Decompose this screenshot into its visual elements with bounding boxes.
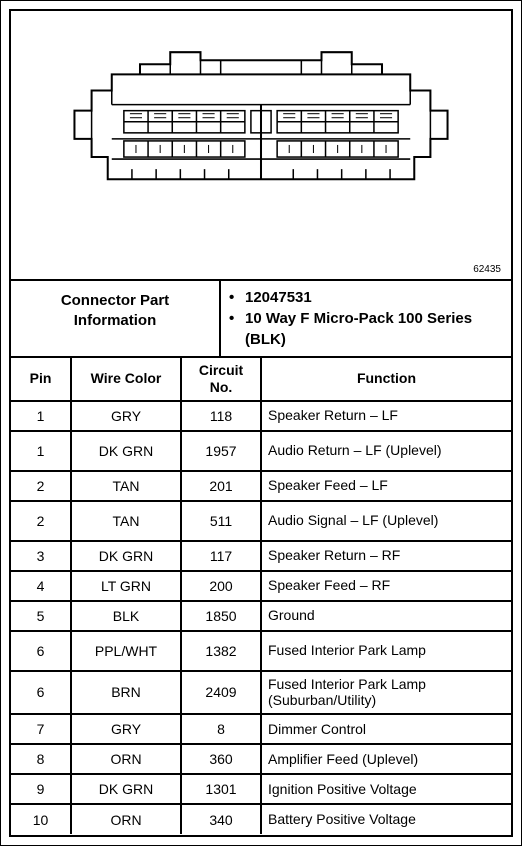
- table-row: 3DK GRN117Speaker Return – RF: [11, 541, 511, 571]
- table-row: 1DK GRN1957Audio Return – LF (Uplevel): [11, 431, 511, 471]
- cell-wire-color: ORN: [71, 744, 181, 774]
- table-row: 10ORN340Battery Positive Voltage: [11, 804, 511, 834]
- table-row: 7GRY8Dimmer Control: [11, 714, 511, 744]
- table-row: 1GRY118Speaker Return – LF: [11, 401, 511, 431]
- cell-function: Speaker Feed – LF: [261, 471, 511, 501]
- cell-circuit-no: 360: [181, 744, 261, 774]
- connector-drawing: [19, 27, 503, 275]
- cell-function: Ground: [261, 601, 511, 631]
- table-row: 5BLK1850Ground: [11, 601, 511, 631]
- table-row: 2TAN511Audio Signal – LF (Uplevel): [11, 501, 511, 541]
- cell-function: Audio Signal – LF (Uplevel): [261, 501, 511, 541]
- cell-pin: 8: [11, 744, 71, 774]
- cell-function: Amplifier Feed (Uplevel): [261, 744, 511, 774]
- cell-pin: 5: [11, 601, 71, 631]
- cell-pin: 10: [11, 804, 71, 834]
- sheet: 62435 Connector Part Information • 12047…: [9, 9, 513, 837]
- cell-function: Fused Interior Park Lamp: [261, 631, 511, 671]
- cell-pin: 2: [11, 501, 71, 541]
- cell-function: Ignition Positive Voltage: [261, 774, 511, 804]
- bullet-icon: •: [229, 287, 245, 308]
- cell-function: Dimmer Control: [261, 714, 511, 744]
- cell-pin: 6: [11, 631, 71, 671]
- cell-circuit-no: 118: [181, 401, 261, 431]
- cell-wire-color: BRN: [71, 671, 181, 715]
- cell-function: Audio Return – LF (Uplevel): [261, 431, 511, 471]
- figure-reference-number: 62435: [473, 264, 501, 275]
- cell-wire-color: GRY: [71, 401, 181, 431]
- cell-pin: 1: [11, 401, 71, 431]
- cell-pin: 6: [11, 671, 71, 715]
- connector-diagram-area: 62435: [11, 11, 511, 281]
- table-header-row: Pin Wire Color Circuit No. Function: [11, 358, 511, 401]
- cell-function: Speaker Feed – RF: [261, 571, 511, 601]
- connector-description: 10 Way F Micro-Pack 100 Series (BLK): [245, 308, 503, 350]
- cell-function: Speaker Return – RF: [261, 541, 511, 571]
- table-row: 8ORN360Amplifier Feed (Uplevel): [11, 744, 511, 774]
- cell-function: Battery Positive Voltage: [261, 804, 511, 834]
- cell-function: Speaker Return – LF: [261, 401, 511, 431]
- cell-circuit-no: 200: [181, 571, 261, 601]
- cell-wire-color: TAN: [71, 501, 181, 541]
- table-row: 2TAN201Speaker Feed – LF: [11, 471, 511, 501]
- connector-info-header: Connector Part Information • 12047531 • …: [11, 281, 511, 358]
- cell-circuit-no: 1850: [181, 601, 261, 631]
- cell-pin: 1: [11, 431, 71, 471]
- bullet-icon: •: [229, 308, 245, 350]
- connector-part-info-values: • 12047531 • 10 Way F Micro-Pack 100 Ser…: [221, 281, 511, 356]
- cell-wire-color: ORN: [71, 804, 181, 834]
- cell-circuit-no: 201: [181, 471, 261, 501]
- cell-wire-color: DK GRN: [71, 541, 181, 571]
- cell-wire-color: BLK: [71, 601, 181, 631]
- cell-circuit-no: 340: [181, 804, 261, 834]
- cell-wire-color: LT GRN: [71, 571, 181, 601]
- col-header-circuit: Circuit No.: [181, 358, 261, 401]
- cell-pin: 7: [11, 714, 71, 744]
- cell-pin: 4: [11, 571, 71, 601]
- part-number: 12047531: [245, 287, 312, 308]
- table-row: 4LT GRN200Speaker Feed – RF: [11, 571, 511, 601]
- cell-circuit-no: 8: [181, 714, 261, 744]
- cell-wire-color: PPL/WHT: [71, 631, 181, 671]
- cell-wire-color: DK GRN: [71, 774, 181, 804]
- cell-wire-color: DK GRN: [71, 431, 181, 471]
- cell-circuit-no: 117: [181, 541, 261, 571]
- table-row: 6BRN2409Fused Interior Park Lamp (Suburb…: [11, 671, 511, 715]
- col-header-pin: Pin: [11, 358, 71, 401]
- col-header-function: Function: [261, 358, 511, 401]
- cell-circuit-no: 1382: [181, 631, 261, 671]
- cell-circuit-no: 2409: [181, 671, 261, 715]
- cell-pin: 9: [11, 774, 71, 804]
- connector-part-info-label: Connector Part Information: [11, 281, 221, 356]
- table-row: 9DK GRN1301Ignition Positive Voltage: [11, 774, 511, 804]
- table-row: 6PPL/WHT1382Fused Interior Park Lamp: [11, 631, 511, 671]
- cell-pin: 2: [11, 471, 71, 501]
- cell-wire-color: GRY: [71, 714, 181, 744]
- cell-circuit-no: 1957: [181, 431, 261, 471]
- cell-circuit-no: 511: [181, 501, 261, 541]
- page-frame: 62435 Connector Part Information • 12047…: [0, 0, 522, 846]
- cell-function: Fused Interior Park Lamp (Suburban/Utili…: [261, 671, 511, 715]
- pinout-table: Pin Wire Color Circuit No. Function 1GRY…: [11, 358, 511, 834]
- cell-wire-color: TAN: [71, 471, 181, 501]
- cell-circuit-no: 1301: [181, 774, 261, 804]
- cell-pin: 3: [11, 541, 71, 571]
- col-header-wire: Wire Color: [71, 358, 181, 401]
